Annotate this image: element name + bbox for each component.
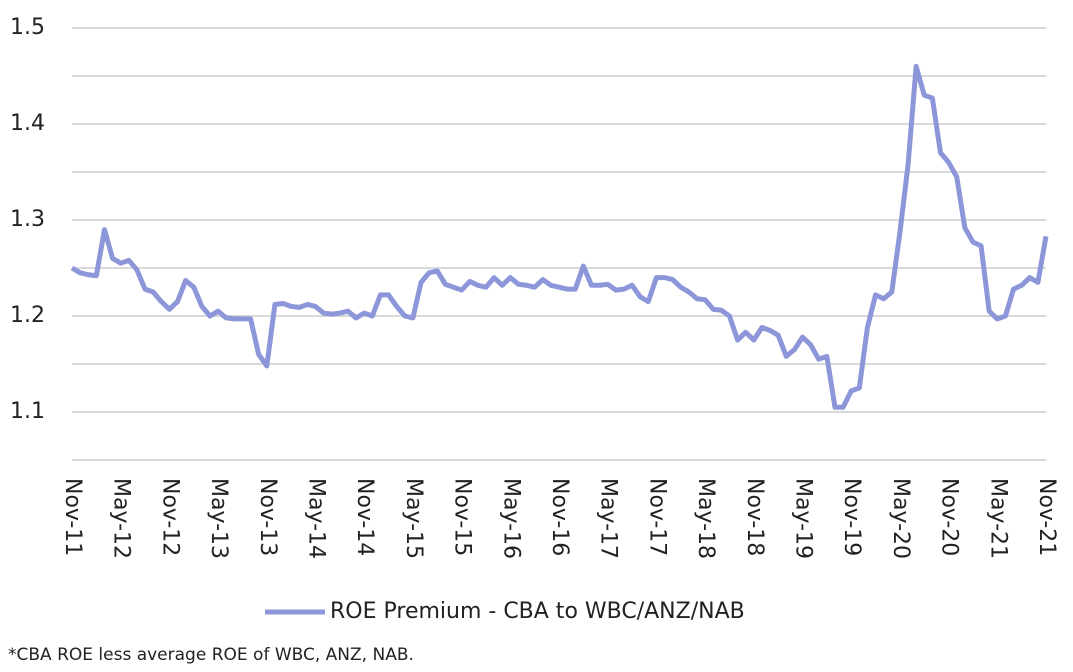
y-tick-label: 1.1 [10, 399, 45, 424]
x-tick-label: Nov-18 [742, 478, 767, 556]
legend-label: ROE Premium - CBA to WBC/ANZ/NAB [330, 599, 745, 624]
x-tick-label: Nov-19 [839, 478, 864, 556]
x-tick-label: May-12 [109, 478, 134, 559]
x-tick-label: May-21 [985, 478, 1010, 559]
x-tick-label: May-20 [888, 478, 913, 559]
x-tick-label: May-17 [596, 478, 621, 559]
x-tick-label: May-16 [498, 478, 523, 559]
x-tick-label: Nov-14 [352, 478, 377, 556]
x-tick-label: Nov-13 [255, 478, 280, 556]
y-tick-label: 1.4 [10, 111, 45, 136]
x-tick-label: Nov-21 [1034, 478, 1059, 556]
y-tick-label: 1.3 [10, 207, 45, 232]
x-tick-label: Nov-16 [547, 478, 572, 556]
x-tick-label: May-15 [401, 478, 426, 559]
x-tick-label: Nov-15 [450, 478, 475, 556]
footnote: *CBA ROE less average ROE of WBC, ANZ, N… [8, 645, 414, 665]
x-tick-label: Nov-12 [157, 478, 182, 556]
x-tick-label: May-14 [304, 478, 329, 559]
data-line [70, 63, 1049, 410]
y-tick-label: 1.5 [10, 15, 45, 40]
x-tick-label: Nov-11 [60, 478, 85, 556]
x-tick-label: Nov-20 [937, 478, 962, 556]
x-tick-label: May-19 [791, 478, 816, 559]
x-tick-label: May-13 [206, 478, 231, 559]
x-tick-label: Nov-17 [644, 478, 669, 556]
y-tick-label: 1.2 [10, 303, 45, 328]
x-tick-label: May-18 [693, 478, 718, 559]
